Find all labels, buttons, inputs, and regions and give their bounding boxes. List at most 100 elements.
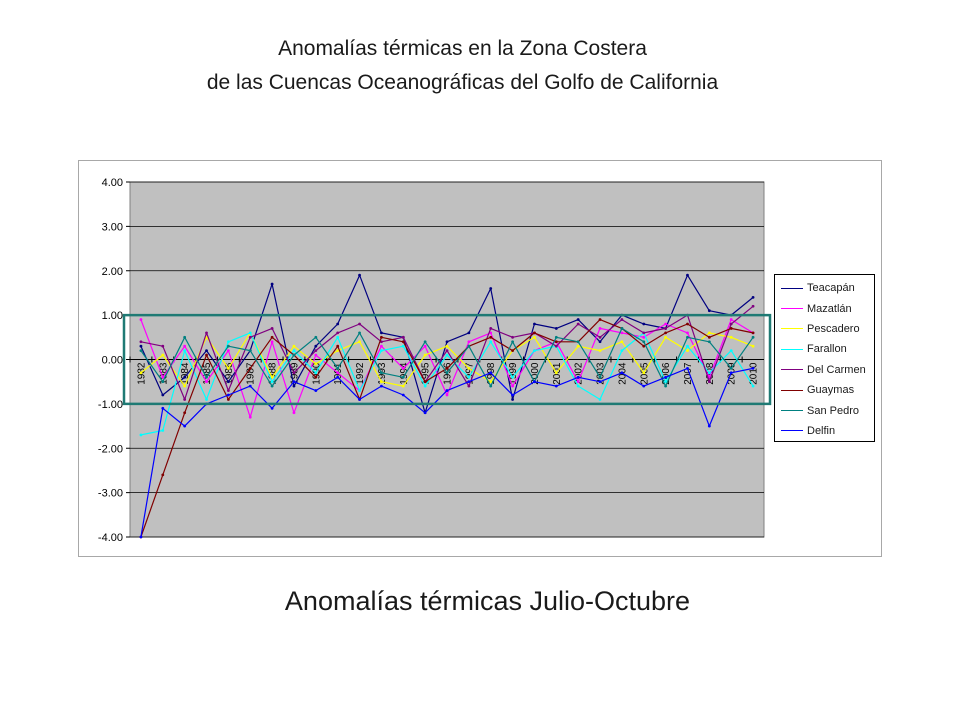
data-point — [489, 327, 493, 330]
x-tick-label: 1987 — [246, 362, 257, 385]
data-point — [576, 322, 580, 326]
data-point — [183, 344, 187, 348]
data-point — [139, 318, 143, 321]
data-point — [554, 384, 558, 388]
data-point — [358, 273, 361, 277]
data-point — [751, 304, 755, 308]
data-point — [467, 340, 471, 344]
x-tick-label: 1986 — [224, 362, 235, 385]
data-point — [226, 398, 230, 401]
data-point — [161, 375, 165, 379]
data-point — [729, 322, 733, 326]
data-point — [205, 353, 208, 357]
data-point — [336, 371, 340, 375]
data-point — [270, 335, 274, 339]
data-point — [314, 375, 318, 379]
data-point — [205, 331, 208, 335]
data-point — [664, 380, 668, 384]
data-point — [576, 380, 580, 384]
data-point — [686, 349, 689, 353]
data-point — [489, 331, 493, 335]
data-point — [270, 384, 274, 388]
slide-title: Anomalías térmicas en la Zona Costera de… — [0, 32, 925, 100]
data-point — [707, 331, 711, 335]
data-point — [314, 353, 318, 357]
data-point — [139, 344, 143, 348]
data-point — [707, 371, 711, 375]
data-point — [205, 398, 208, 401]
data-point — [248, 366, 252, 370]
data-point — [729, 318, 733, 321]
legend-item: Farallon — [775, 339, 874, 359]
data-point — [292, 380, 296, 384]
data-point — [445, 393, 449, 397]
data-point — [729, 366, 733, 370]
data-point — [183, 375, 187, 379]
data-point — [598, 335, 602, 339]
data-point — [270, 380, 274, 384]
data-point — [380, 371, 383, 375]
data-point — [489, 335, 493, 339]
data-point — [751, 366, 755, 370]
legend-swatch — [781, 287, 803, 289]
data-point — [642, 340, 646, 344]
x-tick-label: 2006 — [661, 362, 672, 385]
data-point — [445, 353, 449, 357]
legend-swatch — [781, 328, 803, 330]
data-point — [161, 473, 165, 477]
data-point — [336, 349, 340, 353]
data-point — [511, 335, 514, 339]
data-point — [554, 344, 558, 348]
legend-label: Pescadero — [807, 322, 860, 335]
data-point — [664, 375, 668, 379]
legend-item: San Pedro — [775, 400, 874, 420]
data-point — [314, 371, 318, 375]
data-point — [664, 335, 668, 339]
data-point — [183, 411, 187, 415]
legend-label: Mazatlán — [807, 302, 852, 315]
x-tick-label: 1992 — [355, 362, 366, 385]
data-point — [401, 366, 405, 370]
data-point — [336, 322, 340, 326]
data-point — [161, 380, 165, 384]
data-point — [620, 349, 624, 353]
data-point — [467, 384, 471, 388]
data-point — [358, 331, 361, 335]
legend-label: Delfin — [807, 424, 836, 437]
data-point — [511, 340, 514, 344]
data-point — [380, 344, 383, 348]
data-point — [423, 344, 427, 348]
legend-swatch — [781, 430, 803, 432]
data-point — [751, 384, 755, 388]
y-tick-label: -3.00 — [98, 488, 123, 500]
title-line-1: Anomalías térmicas en la Zona Costera — [278, 37, 647, 60]
data-point — [467, 375, 471, 379]
data-point — [533, 322, 536, 326]
legend-label: Guaymas — [807, 384, 855, 397]
data-point — [183, 424, 187, 428]
data-point — [161, 344, 165, 348]
data-point — [642, 344, 646, 348]
data-point — [161, 429, 165, 432]
data-point — [183, 335, 187, 339]
data-point — [314, 349, 318, 353]
data-point — [533, 335, 536, 339]
data-point — [664, 384, 668, 388]
data-point — [642, 331, 646, 335]
data-point — [751, 295, 755, 299]
data-point — [686, 335, 689, 339]
data-point — [707, 340, 711, 344]
data-point — [511, 393, 514, 397]
data-point — [598, 318, 602, 321]
chart-caption: Anomalías térmicas Julio-Octubre — [284, 586, 691, 616]
data-point — [489, 384, 493, 388]
data-point — [292, 371, 296, 375]
data-point — [511, 349, 514, 353]
legend-label: Teacapán — [807, 282, 855, 295]
data-point — [183, 398, 187, 401]
data-point — [205, 380, 208, 384]
data-point — [358, 322, 361, 326]
data-point — [423, 353, 427, 357]
data-point — [489, 287, 493, 290]
data-point — [445, 344, 449, 348]
